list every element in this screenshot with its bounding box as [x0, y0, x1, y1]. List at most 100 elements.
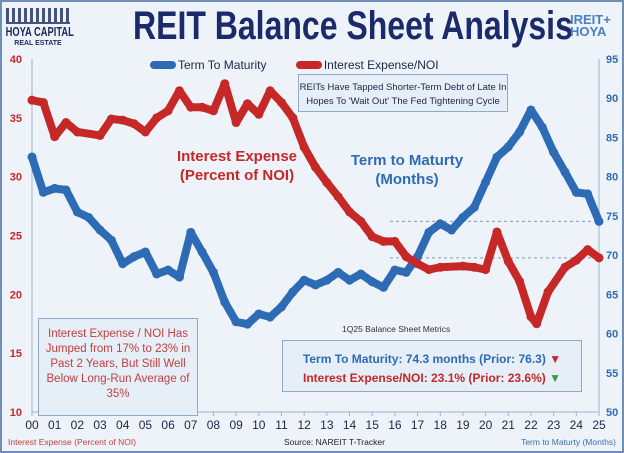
left-note-box: Interest Expense / NOI Has Jumped from 1… [38, 318, 198, 416]
left-tick-label: 25 [10, 231, 22, 243]
term-data-point [515, 127, 525, 137]
interest-data-point [197, 102, 207, 112]
interest-data-point [481, 265, 491, 275]
term-data-point [276, 302, 286, 312]
term-data-point [583, 189, 593, 199]
interest-data-point [152, 113, 162, 123]
x-tick-label: 02 [71, 418, 85, 432]
ireit-hoya-logo: IREIT+ HOYA [570, 12, 611, 39]
x-tick-label: 16 [388, 418, 402, 432]
left-tick-label: 35 [10, 113, 22, 125]
left-tick-label: 40 [10, 54, 22, 66]
term-data-point [481, 177, 491, 187]
interest-data-point [322, 178, 332, 188]
interest-data-point [560, 262, 570, 272]
term-data-point [469, 202, 479, 212]
interest-data-point [526, 312, 536, 322]
right-tick-label: 90 [606, 93, 618, 105]
interest-data-point [50, 132, 60, 142]
right-tick-label: 80 [606, 172, 618, 184]
down-arrow-icon: ▼ [549, 371, 561, 386]
x-tick-label: 17 [411, 418, 425, 432]
term-data-point [220, 297, 230, 307]
term-data-point [242, 319, 252, 329]
interest-data-point [163, 106, 173, 116]
interest-data-point [435, 262, 445, 272]
label-line: Interest Expense [176, 148, 298, 165]
interest-data-point [356, 216, 366, 226]
interest-data-point [311, 162, 320, 172]
term-series-label: Term to Maturty (Months) [337, 152, 477, 190]
interest-data-point [242, 99, 252, 109]
right-tick-label: 75 [606, 211, 618, 223]
left-tick-label: 20 [10, 289, 22, 301]
interest-data-point [469, 262, 479, 272]
x-tick-label: 00 [25, 418, 39, 432]
top-note-box: REITs Have Tapped Shorter-Term Debt of L… [298, 74, 508, 112]
x-tick-label: 05 [139, 418, 153, 432]
interest-data-point [503, 256, 513, 266]
term-data-point [197, 247, 207, 257]
term-data-point [447, 225, 457, 235]
right-tick-label: 50 [606, 407, 618, 419]
metrics-caption: 1Q25 Balance Sheet Metrics [342, 324, 451, 334]
term-data-point [526, 105, 536, 115]
term-data-point [492, 152, 502, 162]
legend-label: Term To Maturity [178, 58, 267, 72]
interest-data-point [583, 245, 593, 255]
x-tick-label: 06 [161, 418, 175, 432]
interest-data-point [254, 109, 264, 119]
interest-data-point [401, 252, 411, 262]
term-data-point [27, 152, 37, 162]
right-tick-label: 95 [606, 54, 618, 66]
term-series-line [28, 105, 603, 329]
metric-term: Term To Maturity: 74.3 months (Prior: 76… [283, 350, 581, 369]
x-tick-label: 11 [275, 418, 288, 432]
interest-data-point [129, 119, 139, 129]
term-data-point [299, 275, 309, 285]
interest-data-point [515, 276, 525, 286]
right-tick-label: 65 [606, 289, 618, 301]
right-axis-title: Term to Maturty (Months) [521, 437, 616, 447]
skyline-icon [6, 8, 70, 24]
legend-swatch [295, 61, 322, 69]
chart-title-wrap: REIT Balance Sheet Analysis [78, 4, 573, 49]
down-arrow-icon: ▼ [549, 352, 562, 366]
term-data-point [231, 317, 241, 327]
legend: Term To Maturity Interest Expense/NOI [150, 58, 465, 72]
top-note-line: Hopes To 'Wait Out' The Fed Tightening C… [306, 95, 500, 107]
term-data-point [140, 247, 150, 257]
interest-data-point [299, 142, 309, 152]
interest-data-point [38, 98, 48, 108]
term-data-point [186, 227, 196, 237]
interest-data-point [95, 130, 105, 140]
interest-data-point [118, 115, 128, 125]
term-data-point [254, 309, 264, 319]
term-data-point [571, 187, 581, 197]
term-data-point [345, 275, 355, 285]
interest-data-point [458, 261, 468, 271]
term-data-point [129, 252, 139, 262]
x-tick-label: 15 [366, 418, 380, 432]
x-tick-label: 25 [592, 418, 606, 432]
term-data-point [311, 280, 320, 290]
interest-data-point [61, 118, 71, 128]
interest-data-point [106, 114, 116, 124]
term-data-point [435, 219, 445, 229]
hoya-capital-logo: HOYA CAPITAL REAL ESTATE [6, 8, 74, 47]
term-data-point [208, 267, 218, 277]
interest-data-point [186, 102, 196, 112]
term-data-point [61, 185, 71, 195]
logo-right-line1: IREIT+ [570, 12, 611, 27]
interest-data-point [424, 265, 434, 275]
term-data-point [38, 187, 48, 197]
interest-data-point [208, 106, 218, 116]
interest-data-point [333, 192, 343, 202]
term-data-point [95, 225, 105, 235]
legend-label: Interest Expense/NOI [323, 58, 439, 72]
metric-interest-text: Interest Expense/NOI: 23.1% (Prior: 23.6… [303, 371, 546, 386]
x-tick-label: 19 [456, 418, 470, 432]
legend-item-interest: Interest Expense/NOI [295, 58, 439, 72]
label-line: Term to Maturty [350, 152, 464, 169]
